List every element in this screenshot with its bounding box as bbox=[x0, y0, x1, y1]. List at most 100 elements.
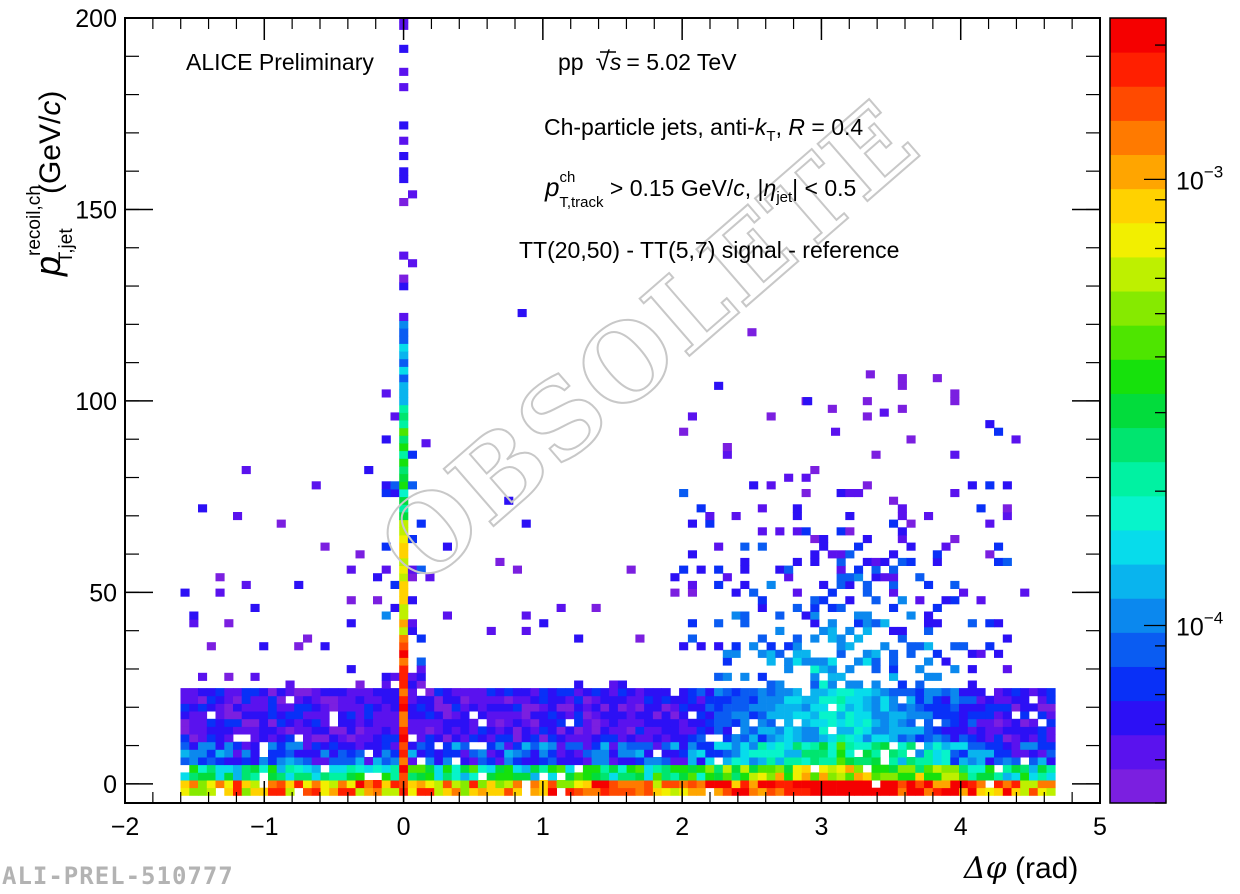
heatmap-cell bbox=[259, 695, 269, 704]
x-tick-label: 5 bbox=[1093, 813, 1107, 841]
heatmap-cell bbox=[198, 741, 208, 750]
heatmap-cell bbox=[740, 787, 750, 796]
heatmap-cell bbox=[373, 780, 383, 789]
heatmap-cell bbox=[889, 780, 899, 789]
heatmap-cell bbox=[854, 542, 864, 551]
heatmap-cell bbox=[941, 734, 951, 743]
heatmap-cell bbox=[827, 741, 837, 750]
heatmap-cell bbox=[399, 343, 409, 352]
track-cut-label: pch T,track > 0.15 GeV/c, |ηjet| < 0.5 bbox=[544, 169, 856, 211]
heatmap-cell bbox=[250, 726, 260, 735]
heatmap-cell bbox=[390, 749, 400, 758]
heatmap-cell bbox=[373, 734, 383, 743]
heatmap-cell bbox=[477, 688, 487, 697]
heatmap-cell bbox=[871, 726, 881, 735]
heatmap-cell bbox=[810, 634, 820, 643]
heatmap-cell bbox=[1037, 772, 1047, 781]
heatmap-cell bbox=[994, 780, 1004, 789]
heatmap-cell bbox=[469, 726, 479, 735]
heatmap-cell bbox=[399, 580, 409, 589]
heatmap-cell bbox=[792, 749, 802, 758]
heatmap-cell bbox=[591, 695, 601, 704]
heatmap-cell bbox=[749, 688, 759, 697]
heatmap-cell bbox=[714, 726, 724, 735]
heatmap-cell bbox=[442, 780, 452, 789]
heatmap-cell bbox=[845, 527, 855, 536]
heatmap-cell bbox=[836, 489, 846, 498]
heatmap-cell bbox=[845, 757, 855, 766]
heatmap-cell bbox=[722, 764, 732, 773]
heatmap-cell bbox=[215, 688, 225, 697]
heatmap-cell bbox=[460, 734, 470, 743]
heatmap-cell bbox=[862, 535, 872, 544]
heatmap-cell bbox=[1002, 764, 1012, 773]
heatmap-cell bbox=[434, 764, 444, 773]
heatmap-cell bbox=[652, 780, 662, 789]
heatmap-cell bbox=[338, 749, 348, 758]
heatmap-cell bbox=[959, 588, 969, 597]
heatmap-cell bbox=[565, 688, 575, 697]
heatmap-cell bbox=[521, 626, 531, 635]
heatmap-cell bbox=[399, 328, 409, 337]
heatmap-cell bbox=[827, 711, 837, 720]
heatmap-cell bbox=[661, 772, 671, 781]
heatmap-cell bbox=[617, 711, 627, 720]
heatmap-cell bbox=[189, 718, 199, 727]
heatmap-cell bbox=[635, 718, 645, 727]
heatmap-cell bbox=[714, 787, 724, 796]
reference-id: ALI-PREL-510777 bbox=[2, 862, 234, 890]
heatmap-cell bbox=[329, 780, 339, 789]
heatmap-cell bbox=[539, 695, 549, 704]
heatmap-cell bbox=[740, 711, 750, 720]
heatmap-cell bbox=[740, 764, 750, 773]
heatmap-cell bbox=[880, 711, 890, 720]
heatmap-cell bbox=[259, 764, 269, 773]
heatmap-cell bbox=[268, 772, 278, 781]
heatmap-cell bbox=[276, 711, 286, 720]
heatmap-cell bbox=[862, 397, 872, 406]
heatmap-cell bbox=[355, 711, 365, 720]
heatmap-cell bbox=[932, 780, 942, 789]
heatmap-cell bbox=[346, 695, 356, 704]
heatmap-cell bbox=[338, 711, 348, 720]
heatmap-cell bbox=[364, 780, 374, 789]
heatmap-cell bbox=[740, 718, 750, 727]
heatmap-cell bbox=[932, 764, 942, 773]
heatmap-cell bbox=[740, 688, 750, 697]
heatmap-cell bbox=[897, 703, 907, 712]
heatmap-cell bbox=[399, 198, 409, 207]
heatmap-cell bbox=[355, 757, 365, 766]
heatmap-cell bbox=[329, 741, 339, 750]
plot-frame bbox=[124, 17, 1101, 804]
heatmap-cell bbox=[530, 741, 540, 750]
heatmap-cell bbox=[495, 757, 505, 766]
heatmap-cell bbox=[355, 734, 365, 743]
heatmap-cell bbox=[766, 787, 776, 796]
heatmap-cell bbox=[512, 726, 522, 735]
heatmap-cell bbox=[880, 695, 890, 704]
heatmap-cell bbox=[679, 688, 689, 697]
heatmap-cell bbox=[766, 718, 776, 727]
heatmap-cell bbox=[294, 726, 304, 735]
heatmap-cell bbox=[775, 649, 785, 658]
heatmap-cell bbox=[889, 703, 899, 712]
heatmap-cell bbox=[749, 780, 759, 789]
heatmap-cell bbox=[985, 642, 995, 651]
heatmap-cell bbox=[784, 780, 794, 789]
heatmap-cell bbox=[967, 718, 977, 727]
heatmap-cell bbox=[854, 726, 864, 735]
heatmap-cell bbox=[792, 695, 802, 704]
heatmap-cell bbox=[373, 787, 383, 796]
heatmap-cell bbox=[845, 741, 855, 750]
heatmap-cell bbox=[539, 734, 549, 743]
heatmap-cell bbox=[285, 741, 295, 750]
heatmap-cell bbox=[591, 787, 601, 796]
heatmap-cell bbox=[862, 741, 872, 750]
heatmap-cell bbox=[198, 711, 208, 720]
heatmap-cell bbox=[757, 634, 767, 643]
heatmap-cell bbox=[320, 741, 330, 750]
heatmap-cell bbox=[1046, 703, 1056, 712]
heatmap-cell bbox=[373, 711, 383, 720]
heatmap-cell bbox=[687, 550, 697, 559]
heatmap-cell bbox=[714, 688, 724, 697]
